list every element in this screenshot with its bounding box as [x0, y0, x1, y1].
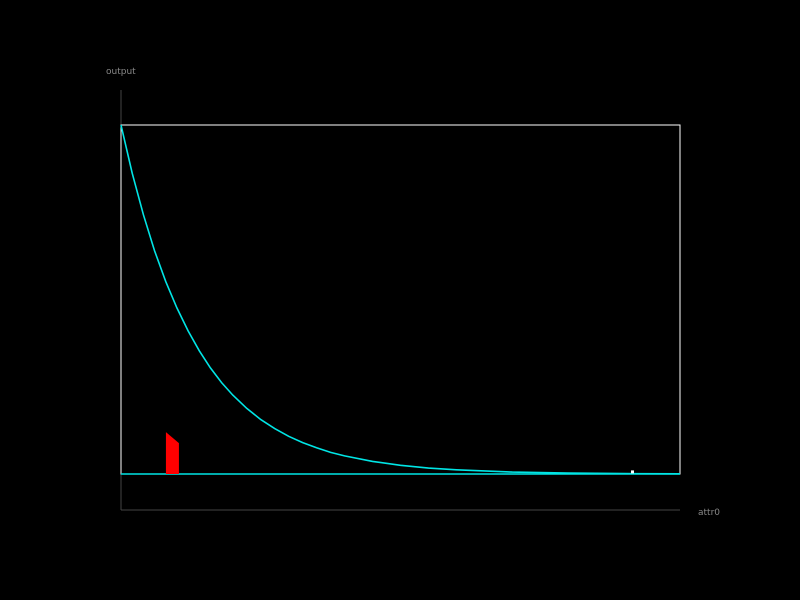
plot-area: [120, 124, 681, 475]
point-marker: [630, 470, 634, 474]
y-axis-label: output: [106, 67, 136, 77]
pointer-marker: [165, 432, 179, 474]
x-axis-label: attr0: [698, 508, 720, 518]
series-line-0: [120, 124, 681, 475]
plot-frame: [120, 124, 681, 475]
axes: [120, 90, 681, 511]
